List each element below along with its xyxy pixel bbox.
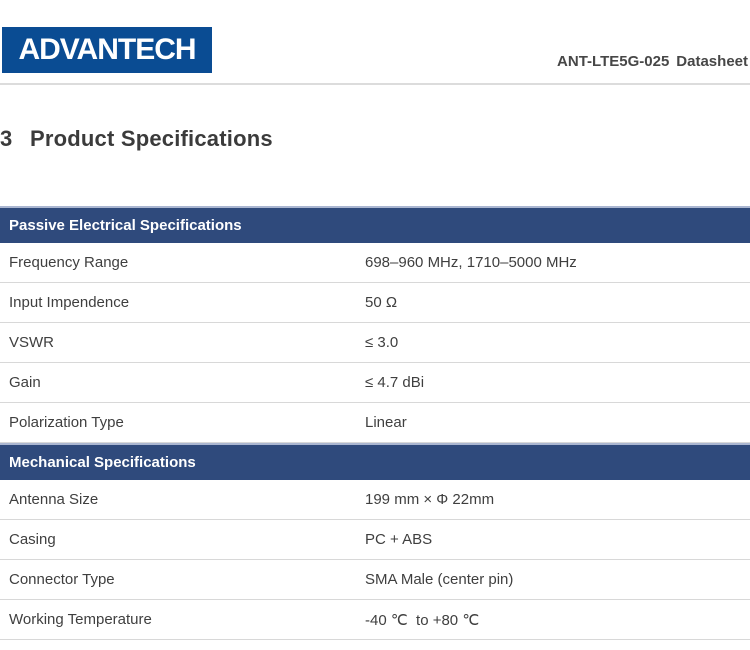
spec-row-working-temperature: Working Temperature -40 ℃ to +80 ℃ — [0, 600, 750, 640]
group-header-mechanical: Mechanical Specifications — [0, 443, 750, 480]
spec-label: Frequency Range — [9, 254, 129, 271]
advantech-logo: ADVANTECH — [2, 27, 212, 73]
spec-value: 199 mm × Φ 22mm — [365, 491, 495, 508]
spec-row-antenna-size: Antenna Size 199 mm × Φ 22mm — [0, 480, 750, 520]
spec-row-casing: Casing PC + ABS — [0, 520, 750, 560]
page-header: ADVANTECH ANT-LTE5G-025 Datasheet — [0, 0, 750, 85]
spec-row-vswr: VSWR ≤ 3.0 — [0, 323, 750, 363]
section-heading: 3 Product Specifications — [0, 126, 273, 152]
spec-value: PC + ABS — [365, 531, 433, 548]
spec-value: SMA Male (center pin) — [365, 571, 514, 588]
spec-row-frequency-range: Frequency Range 698–960 MHz, 1710–5000 M… — [0, 243, 750, 283]
advantech-logo-text: ADVANTECH — [18, 33, 196, 66]
section-title: Product Specifications — [30, 126, 273, 151]
spec-label: Working Temperature — [9, 611, 152, 628]
spec-label: VSWR — [9, 334, 54, 351]
spec-label: Connector Type — [9, 571, 115, 588]
document-title: ANT-LTE5G-025 Datasheet — [557, 53, 748, 70]
spec-label: Polarization Type — [9, 414, 124, 431]
spec-label: Casing — [9, 531, 56, 548]
spec-value: 50 Ω — [365, 294, 398, 311]
group-header-passive-electrical: Passive Electrical Specifications — [0, 206, 750, 243]
spec-value: Linear — [365, 414, 407, 431]
section-number: 3 — [0, 126, 13, 151]
spec-label: Input Impendence — [9, 294, 130, 311]
spec-value: ≤ 4.7 dBi — [365, 374, 425, 391]
spec-table: Passive Electrical Specifications Freque… — [0, 206, 750, 640]
spec-value: 698–960 MHz, 1710–5000 MHz — [365, 254, 577, 271]
spec-row-connector-type: Connector Type SMA Male (center pin) — [0, 560, 750, 600]
spec-label: Antenna Size — [9, 491, 99, 508]
spec-row-gain: Gain ≤ 4.7 dBi — [0, 363, 750, 403]
spec-value: ≤ 3.0 — [365, 334, 399, 351]
document-model: ANT-LTE5G-025 — [557, 53, 670, 70]
spec-value: -40 ℃ to +80 ℃ — [365, 611, 480, 629]
spec-row-input-impendence: Input Impendence 50 Ω — [0, 283, 750, 323]
spec-row-polarization-type: Polarization Type Linear — [0, 403, 750, 443]
spec-label: Gain — [9, 374, 41, 391]
document-title-label: Datasheet — [676, 53, 748, 70]
